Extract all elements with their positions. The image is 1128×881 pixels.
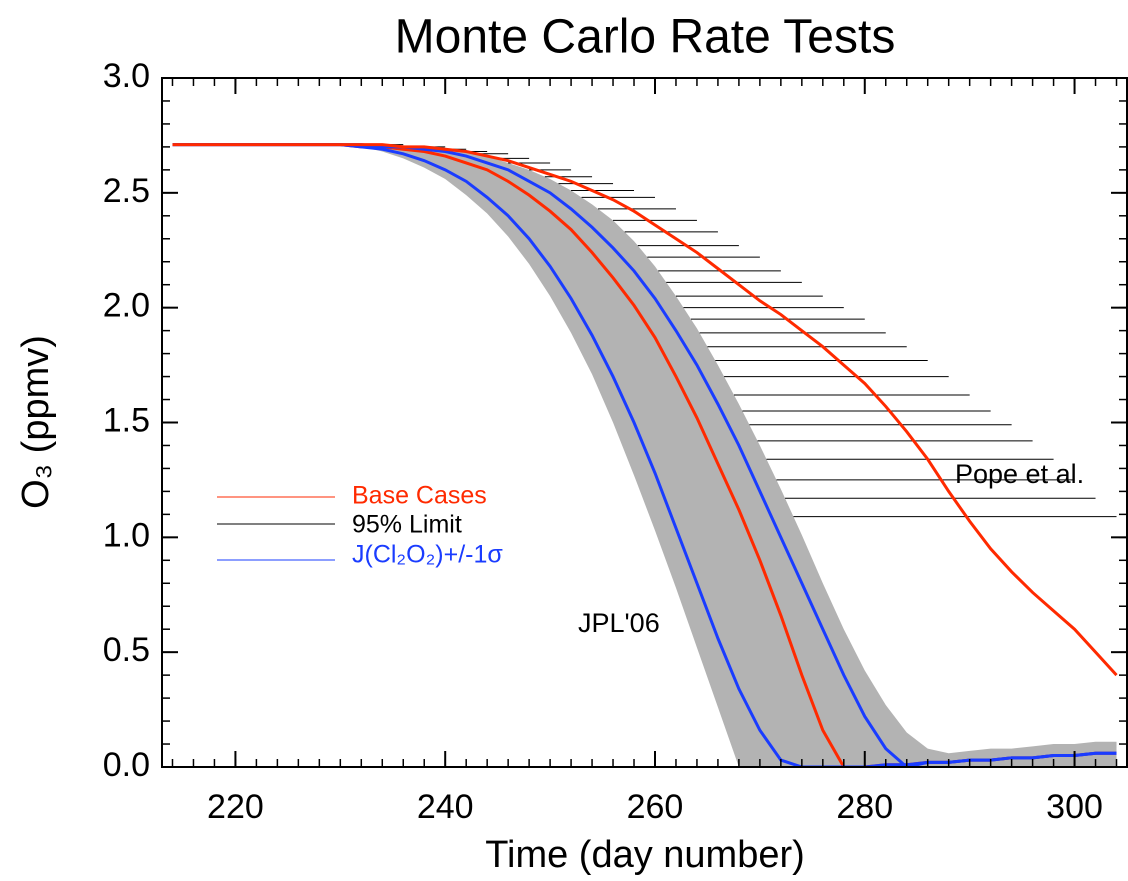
y-tick-label: 1.5: [103, 401, 150, 439]
uncertainty-band: [172, 144, 1117, 767]
x-tick-label: 300: [1046, 788, 1103, 826]
x-tick-label: 260: [627, 788, 684, 826]
x-tick-label: 280: [836, 788, 893, 826]
y-tick-label: 0.0: [103, 746, 150, 784]
y-tick-label: 2.0: [103, 287, 150, 325]
y-tick-label: 1.0: [103, 516, 150, 554]
y-tick-label: 3.0: [103, 57, 150, 95]
axes: 220 240 260 280 300 0.0 0.5 1.0 1.5 2.0 2.5 3.0: [103, 57, 1127, 826]
x-tick-label: 220: [207, 788, 264, 826]
legend-label: Base Cases: [352, 482, 487, 510]
plot-frame: [161, 77, 1128, 768]
legend-label: J(Cl₂O₂)+/-1σ: [352, 541, 503, 569]
series-line: [172, 143, 1118, 677]
annotation: JPL'06: [578, 608, 660, 638]
plot-area: [172, 143, 1118, 767]
y-axis-title: O₃ (ppmv): [15, 335, 57, 509]
x-axis-title: Time (day number): [485, 834, 805, 876]
chart-title: Monte Carlo Rate Tests: [395, 11, 896, 64]
legend-label: 95% Limit: [352, 511, 462, 539]
x-tick-label: 240: [417, 788, 474, 826]
annotation: Pope et al.: [955, 459, 1084, 489]
y-tick-label: 0.5: [103, 631, 150, 669]
y-tick-label: 2.5: [103, 172, 150, 210]
